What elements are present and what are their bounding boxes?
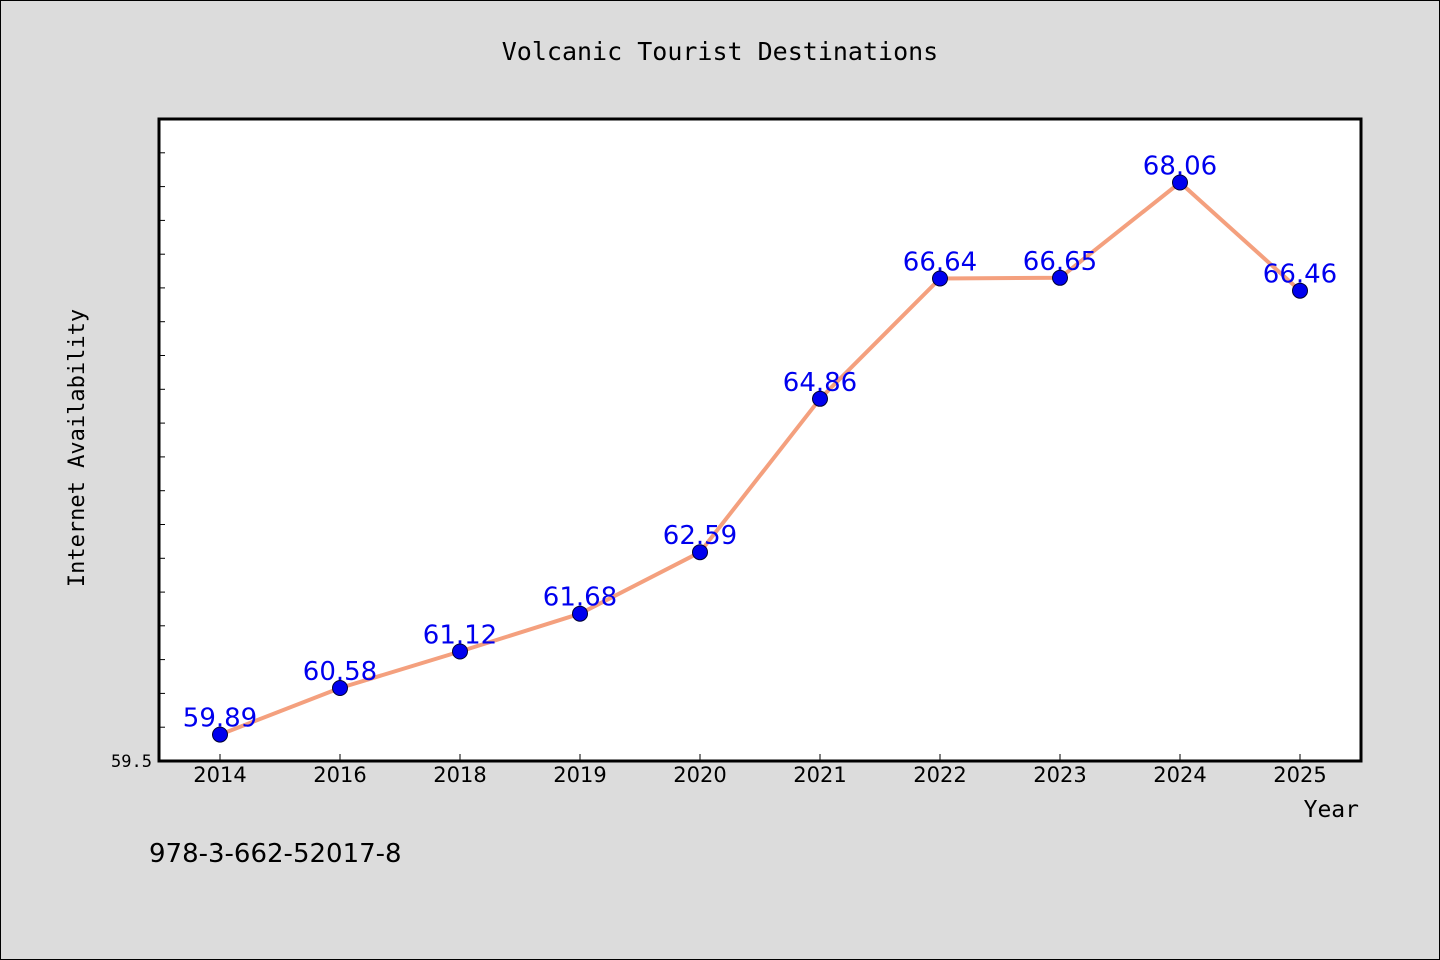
data-label: 68.06 bbox=[1143, 152, 1217, 182]
y-axis-label: Internet Availability bbox=[65, 309, 90, 587]
data-point bbox=[1292, 282, 1308, 299]
data-point bbox=[692, 544, 708, 561]
series-layer: 59.89 60.58 61.12 61.68 62.59 64.86 66.64 66.65… bbox=[183, 152, 1337, 743]
data-label: 62.59 bbox=[663, 521, 737, 551]
x-tick-label: 2016 bbox=[313, 763, 366, 787]
series-line bbox=[219, 180, 1302, 737]
data-point bbox=[572, 605, 588, 622]
data-label: 66.64 bbox=[903, 248, 977, 278]
data-label: 59.89 bbox=[183, 704, 257, 734]
x-tick-label: 2025 bbox=[1273, 763, 1326, 787]
data-point bbox=[932, 270, 948, 287]
data-point bbox=[212, 726, 228, 743]
data-label: 61.12 bbox=[423, 621, 497, 651]
x-tick-labels: 2014 2016 2018 2019 2020 2021 2022 2023 2024 2025 bbox=[193, 763, 1326, 787]
y-tick-label: 59.5 bbox=[111, 752, 152, 772]
data-label: 60.58 bbox=[303, 657, 377, 687]
x-tick-label: 2022 bbox=[913, 763, 966, 787]
data-point bbox=[332, 680, 348, 696]
x-tick-label: 2019 bbox=[553, 763, 606, 787]
data-label: 61.68 bbox=[543, 583, 617, 613]
x-axis-label: Year bbox=[1304, 797, 1359, 823]
data-point bbox=[812, 390, 828, 407]
plot-area bbox=[157, 117, 1363, 763]
x-tick-label: 2014 bbox=[193, 763, 246, 787]
x-tick-label: 2020 bbox=[673, 763, 726, 787]
y-axis-ticks bbox=[159, 152, 165, 762]
x-tick-label: 2023 bbox=[1033, 763, 1086, 787]
data-label: 64.86 bbox=[783, 368, 857, 398]
x-tick-label: 2021 bbox=[793, 763, 846, 787]
data-label: 66.65 bbox=[1023, 247, 1097, 277]
x-axis-ticks bbox=[219, 754, 1301, 761]
data-label: 66.46 bbox=[1263, 260, 1337, 290]
isbn-annotation: 978-3-662-52017-8 bbox=[149, 839, 402, 869]
data-point bbox=[1172, 174, 1188, 191]
chart-title: Volcanic Tourist Destinations bbox=[502, 37, 939, 66]
data-point bbox=[1052, 269, 1068, 286]
x-tick-label: 2018 bbox=[433, 763, 486, 787]
data-point bbox=[452, 643, 468, 660]
x-tick-label: 2024 bbox=[1153, 763, 1206, 787]
